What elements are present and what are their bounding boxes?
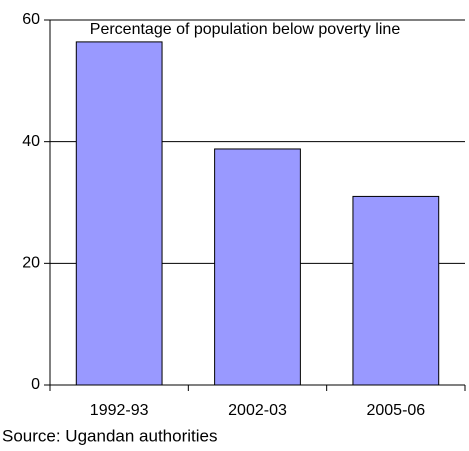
x-tick-label: 2005-06 [366, 402, 425, 419]
y-tick-label: 0 [31, 376, 40, 393]
bar [214, 148, 301, 386]
bar [75, 41, 163, 386]
bar [352, 195, 440, 386]
y-tick-label: 40 [22, 133, 40, 150]
y-tick-label: 60 [22, 11, 40, 28]
chart-title: Percentage of population below poverty l… [90, 21, 401, 38]
source-note: Source: Ugandan authorities [2, 426, 217, 445]
y-tick-label: 20 [22, 255, 40, 272]
x-tick-label: 1992-93 [90, 402, 149, 419]
x-tick-label: 2002-03 [228, 402, 287, 419]
